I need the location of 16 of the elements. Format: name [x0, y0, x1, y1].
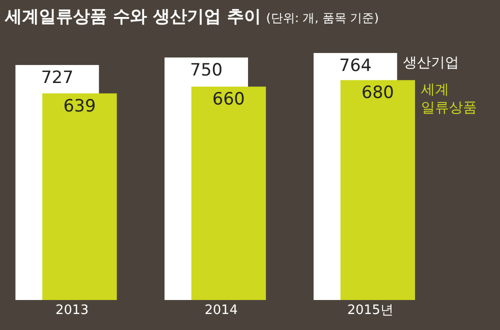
- bar: [191, 86, 266, 300]
- chart-subtitle: (단위: 개, 품목 기준): [266, 10, 379, 25]
- data-label: 727: [40, 68, 74, 88]
- bar: [42, 93, 117, 300]
- x-tick-label: 2013: [56, 303, 89, 318]
- data-label: 750: [190, 60, 222, 81]
- data-label: 680: [362, 83, 394, 104]
- data-label: 639: [63, 96, 96, 116]
- series-label: 생산기업: [403, 55, 459, 71]
- series-label: 세계 일류상품: [421, 82, 477, 116]
- data-label: 660: [212, 90, 245, 110]
- x-tick-label: 2014: [204, 303, 238, 318]
- chart-title: 세계일류상품 수와 생산기업 추이: [4, 6, 261, 27]
- data-label: 764: [339, 56, 372, 76]
- bar: [340, 80, 415, 300]
- x-tick-label: 2015년: [347, 303, 394, 318]
